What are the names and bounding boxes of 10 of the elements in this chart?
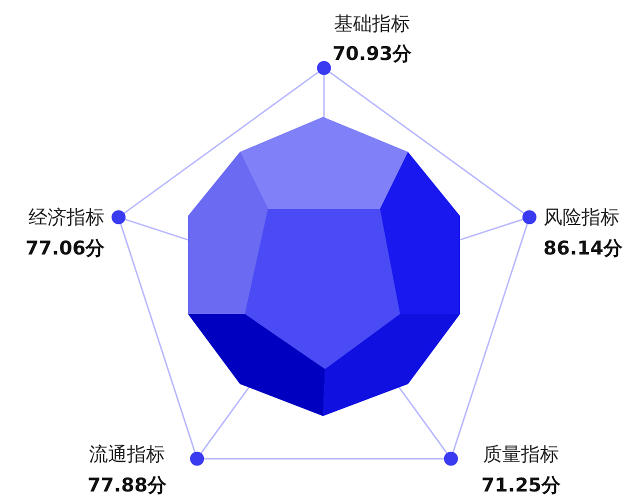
data-label: 77.06分 [25,237,106,260]
data-label: 77.88分 [87,474,168,497]
data-label: 86.14分 [543,237,624,260]
data-label: 71.25分 [481,474,562,497]
data-label: 70.93分 [332,43,413,65]
category-label: 风险指标 [543,206,620,228]
category-label: 经济指标 [28,206,105,228]
category-label: 流通指标 [89,444,166,466]
category-label: 基础指标 [334,13,410,35]
category-label: 质量指标 [482,444,559,466]
